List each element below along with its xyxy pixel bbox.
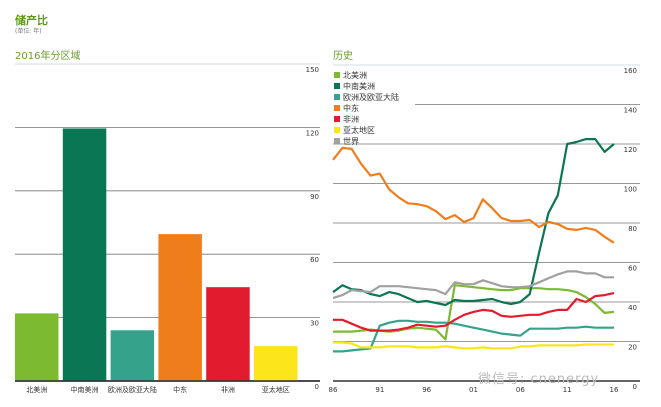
- bar-y-tick-label: 60: [310, 256, 319, 264]
- line-y-tick-label: 0: [633, 383, 637, 391]
- legend-label: 中东: [343, 103, 359, 113]
- series-line-中南美洲: [332, 138, 615, 307]
- series-line-中东: [332, 146, 615, 244]
- line-y-tick-label: 40: [628, 304, 637, 312]
- bar-chart-title: 2016年分区域: [15, 51, 81, 62]
- line-y-tick-label: 60: [628, 265, 637, 273]
- line-y-tick-label: 100: [624, 186, 637, 194]
- bar-中东: [158, 234, 202, 381]
- bar-y-tick-label: 150: [306, 66, 319, 74]
- bar-category-label: 欧洲及欧亚大陆: [108, 385, 157, 394]
- bar-y-tick-label: 90: [310, 193, 319, 201]
- line-x-tick-label: 96: [422, 386, 431, 394]
- legend-label: 中南美洲: [343, 81, 375, 91]
- series-line-欧洲及欧亚大陆: [333, 319, 614, 353]
- legend-swatch: [334, 105, 340, 111]
- series-line-非洲: [333, 292, 615, 332]
- legend-swatch: [334, 138, 340, 144]
- legend-label: 北美洲: [343, 70, 367, 80]
- line-x-tick-label: 16: [610, 386, 619, 394]
- bar-category-label: 北美洲: [26, 385, 47, 394]
- legend-swatch: [334, 116, 340, 122]
- legend-label: 亚太地区: [343, 125, 375, 135]
- line-x-tick-label: 01: [469, 386, 478, 394]
- bar-category-label: 中东: [173, 385, 187, 394]
- bar-category-label: 亚太地区: [262, 385, 290, 394]
- bar-欧洲及欧亚大陆: [110, 330, 155, 381]
- series-line-亚太地区: [333, 341, 614, 350]
- line-chart-title: 历史: [333, 51, 353, 62]
- bar-北美洲: [15, 313, 59, 381]
- watermark: 微信号: cnenergy: [478, 372, 600, 387]
- bar-中南美洲: [62, 128, 107, 381]
- legend-swatch: [334, 72, 340, 78]
- bar-非洲: [206, 287, 250, 381]
- bar-category-label: 中南美洲: [71, 385, 99, 394]
- legend-label: 欧洲及欧亚大陆: [343, 92, 399, 102]
- line-x-tick-label: 11: [563, 386, 572, 394]
- legend-label: 非洲: [343, 114, 359, 124]
- line-y-tick-label: 80: [628, 225, 637, 233]
- line-y-tick-label: 120: [624, 146, 637, 154]
- legend-swatch: [334, 94, 340, 100]
- bar-y-tick-label: 120: [306, 129, 319, 137]
- line-x-tick-label: 86: [329, 386, 338, 394]
- series-line-世界: [332, 270, 614, 300]
- page-title: 储产比: [15, 14, 48, 27]
- line-y-tick-label: 20: [628, 344, 637, 352]
- unit-label: (单位: 年): [15, 28, 42, 35]
- line-x-tick-label: 06: [516, 386, 525, 394]
- legend-swatch: [334, 83, 340, 89]
- line-x-tick-label: 91: [375, 386, 384, 394]
- bar-category-label: 非洲: [221, 385, 235, 394]
- bar-y-tick-label: 30: [310, 320, 319, 328]
- line-y-tick-label: 160: [624, 67, 637, 75]
- legend-swatch: [334, 127, 340, 133]
- line-y-tick-label: 140: [624, 107, 637, 115]
- bar-y-tick-label: 0: [315, 383, 319, 391]
- legend-label: 世界: [343, 136, 359, 146]
- bar-亚太地区: [254, 346, 298, 381]
